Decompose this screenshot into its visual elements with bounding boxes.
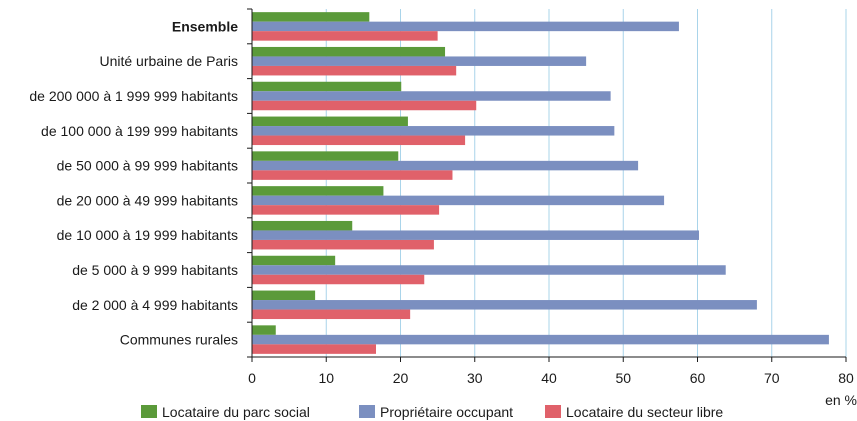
category-label: de 20 000 à 49 999 habitants bbox=[57, 192, 238, 208]
bar bbox=[252, 100, 477, 111]
legend-swatch bbox=[545, 405, 561, 418]
x-tick-label: 0 bbox=[248, 370, 256, 386]
category-label: de 100 000 à 199 999 habitants bbox=[41, 123, 238, 139]
bar bbox=[252, 239, 434, 250]
bar bbox=[252, 135, 466, 146]
bar bbox=[252, 56, 587, 66]
bar bbox=[252, 116, 408, 127]
x-tick-label: 30 bbox=[467, 370, 483, 386]
x-unit-label: en % bbox=[825, 392, 857, 408]
bar bbox=[252, 170, 453, 180]
legend-label: Propriétaire occupant bbox=[380, 404, 513, 420]
bar bbox=[252, 274, 425, 285]
x-tick-label: 40 bbox=[541, 370, 557, 386]
x-tick-label: 60 bbox=[690, 370, 706, 386]
legend: Locataire du parc social Propriétaire occ… bbox=[141, 404, 723, 420]
legend-swatch bbox=[141, 405, 157, 418]
bar bbox=[252, 151, 399, 161]
bar bbox=[252, 344, 376, 354]
bar bbox=[252, 325, 276, 335]
x-tick-label: 10 bbox=[318, 370, 334, 386]
bar bbox=[252, 186, 384, 196]
bar bbox=[252, 81, 402, 92]
bar bbox=[252, 91, 611, 101]
x-tick-labels: 0 10 20 30 40 50 60 70 80 bbox=[248, 370, 854, 386]
bar bbox=[252, 230, 699, 240]
legend-swatch bbox=[359, 405, 375, 418]
category-label: de 10 000 à 19 999 habitants bbox=[57, 227, 238, 243]
bars bbox=[252, 12, 829, 354]
bar bbox=[252, 309, 411, 320]
category-label: de 50 000 à 99 999 habitants bbox=[57, 158, 238, 174]
bar bbox=[252, 265, 726, 275]
bar bbox=[252, 195, 665, 206]
bar bbox=[252, 300, 757, 310]
bar bbox=[252, 65, 457, 76]
category-labels: Ensemble Unité urbaine de Paris de 200 000… bbox=[29, 18, 238, 347]
x-tick-label: 80 bbox=[838, 370, 854, 386]
bar bbox=[252, 220, 353, 231]
category-label: Ensemble bbox=[172, 18, 238, 34]
bar bbox=[252, 31, 438, 41]
legend-label: Locataire du parc social bbox=[162, 404, 310, 420]
bar bbox=[252, 290, 316, 301]
bar bbox=[252, 205, 440, 215]
legend-label: Locataire du secteur libre bbox=[566, 404, 723, 420]
bar bbox=[252, 334, 829, 345]
category-label: de 2 000 à 4 999 habitants bbox=[72, 297, 238, 313]
category-label: de 200 000 à 1 999 999 habitants bbox=[29, 88, 238, 104]
category-label: Communes rurales bbox=[120, 332, 238, 348]
bar bbox=[252, 12, 370, 22]
x-tick-label: 20 bbox=[393, 370, 409, 386]
axes bbox=[247, 8, 847, 362]
x-tick-label: 50 bbox=[615, 370, 631, 386]
bar bbox=[252, 126, 615, 136]
x-tick-label: 70 bbox=[764, 370, 780, 386]
bar bbox=[252, 21, 679, 32]
bar bbox=[252, 46, 446, 57]
category-label: Unité urbaine de Paris bbox=[99, 53, 238, 69]
bar bbox=[252, 255, 336, 266]
category-label: de 5 000 à 9 999 habitants bbox=[72, 262, 238, 278]
bar bbox=[252, 160, 639, 171]
